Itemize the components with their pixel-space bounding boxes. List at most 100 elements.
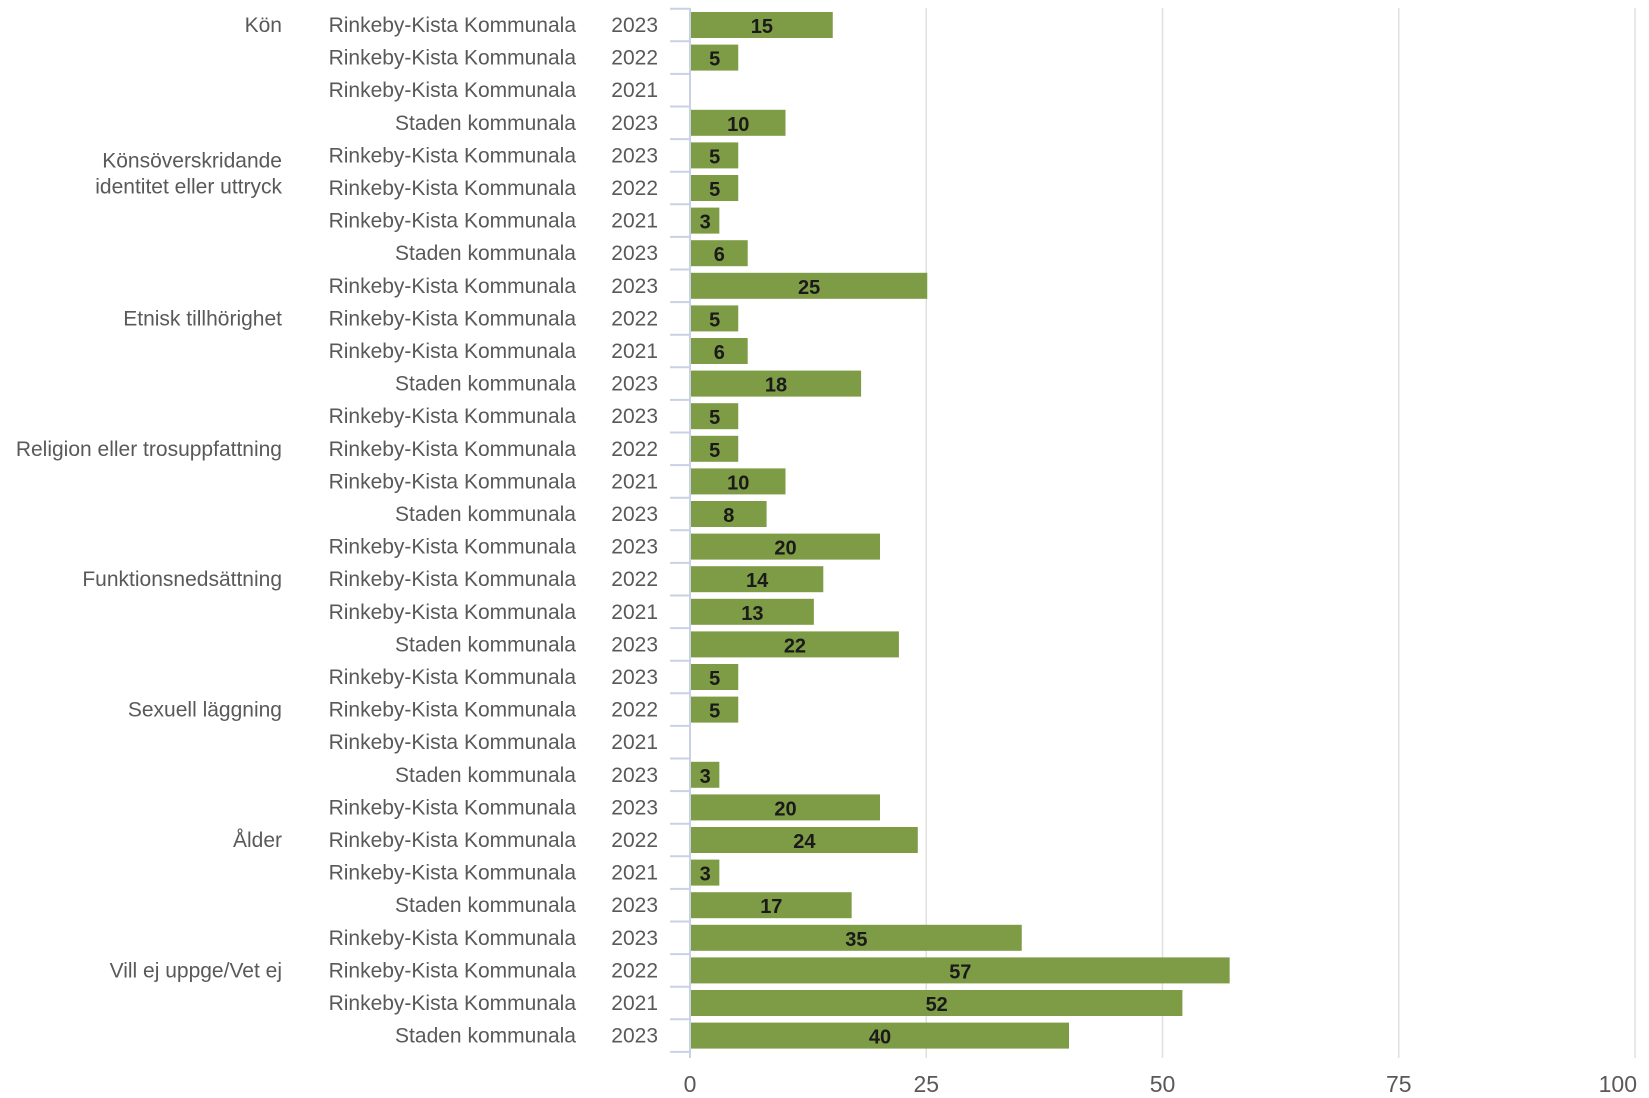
bar — [691, 240, 748, 267]
bar — [691, 435, 739, 462]
bar — [691, 468, 786, 495]
location-label: Rinkeby-Kista Kommunala — [329, 210, 577, 233]
bar — [691, 12, 833, 38]
location-label: Rinkeby-Kista Kommunala — [329, 144, 577, 167]
bar-value-label: 10 — [727, 472, 749, 494]
location-label: Rinkeby-Kista Kommunala — [329, 992, 577, 1015]
location-label: Rinkeby-Kista Kommunala — [329, 568, 577, 591]
bar-value-label: 5 — [709, 407, 720, 429]
year-label: 2022 — [611, 699, 658, 722]
location-label: Rinkeby-Kista Kommunala — [329, 177, 577, 200]
location-label: Rinkeby-Kista Kommunala — [329, 47, 577, 70]
location-label: Rinkeby-Kista Kommunala — [329, 731, 577, 754]
bar — [691, 990, 1183, 1016]
year-label: 2023 — [611, 894, 658, 917]
bar-value-label: 22 — [784, 635, 806, 657]
bar-value-label: 5 — [709, 440, 720, 462]
location-label: Rinkeby-Kista Kommunala — [329, 275, 577, 298]
group-label: Ålder — [233, 829, 282, 852]
location-label: Rinkeby-Kista Kommunala — [329, 536, 577, 559]
bar — [691, 338, 748, 364]
year-label: 2023 — [611, 275, 658, 298]
bar — [691, 142, 739, 169]
bar-value-label: 25 — [798, 277, 820, 299]
year-label: 2021 — [611, 992, 658, 1015]
bar-value-label: 5 — [709, 146, 720, 168]
bar — [691, 370, 862, 397]
bar — [691, 305, 739, 332]
location-label: Rinkeby-Kista Kommunala — [329, 405, 577, 428]
group-label: Kön — [245, 14, 282, 37]
bar — [691, 44, 739, 71]
location-label: Staden kommunala — [395, 373, 576, 396]
year-label: 2023 — [611, 666, 658, 689]
bar — [691, 794, 880, 821]
x-tick-label: 75 — [1386, 1071, 1412, 1097]
location-label: Staden kommunala — [395, 633, 576, 656]
year-label: 2023 — [611, 503, 658, 526]
location-label: Staden kommunala — [395, 764, 576, 787]
group-label: Etnisk tillhörighet — [123, 307, 282, 330]
year-label: 2021 — [611, 470, 658, 493]
bar-value-label: 5 — [709, 179, 720, 201]
location-label: Staden kommunala — [395, 242, 576, 265]
bar-value-label: 3 — [700, 212, 711, 234]
bar — [691, 175, 739, 201]
location-label: Rinkeby-Kista Kommunala — [329, 862, 577, 885]
x-tick-label: 50 — [1150, 1071, 1176, 1097]
year-label: 2023 — [611, 1025, 658, 1048]
bar — [691, 598, 814, 625]
location-label: Rinkeby-Kista Kommunala — [329, 796, 577, 819]
bar-value-label: 57 — [949, 961, 971, 983]
year-label: 2022 — [611, 568, 658, 591]
year-label: 2021 — [611, 79, 658, 102]
x-tick-label: 0 — [684, 1071, 697, 1097]
year-label: 2021 — [611, 862, 658, 885]
year-label: 2023 — [611, 112, 658, 135]
bar — [691, 696, 739, 723]
bar — [691, 1022, 1069, 1049]
bar-value-label: 5 — [709, 668, 720, 690]
bar — [691, 533, 880, 560]
group-label: Religion eller trosuppfattning — [16, 438, 282, 461]
location-label: Staden kommunala — [395, 894, 576, 917]
year-label: 2021 — [611, 601, 658, 624]
bar-value-label: 18 — [765, 375, 787, 397]
year-label: 2023 — [611, 633, 658, 656]
year-label: 2023 — [611, 764, 658, 787]
bar-value-label: 5 — [709, 309, 720, 331]
bar-value-label: 40 — [869, 1027, 891, 1049]
bar-value-label: 13 — [741, 603, 763, 625]
location-label: Rinkeby-Kista Kommunala — [329, 699, 577, 722]
location-label: Staden kommunala — [395, 112, 576, 135]
bar — [691, 924, 1022, 951]
year-label: 2021 — [611, 210, 658, 233]
group-label: Könsöverskridande — [102, 149, 282, 172]
bar — [691, 109, 786, 136]
location-label: Rinkeby-Kista Kommunala — [329, 927, 577, 950]
year-label: 2023 — [611, 536, 658, 559]
bar-value-label: 17 — [760, 896, 782, 918]
bar-value-label: 14 — [746, 570, 769, 592]
bar — [691, 631, 899, 658]
x-tick-label: 25 — [913, 1071, 939, 1097]
bar-value-label: 24 — [793, 831, 816, 853]
bar-value-label: 10 — [727, 114, 749, 136]
bar-value-label: 3 — [700, 766, 711, 788]
location-label: Rinkeby-Kista Kommunala — [329, 829, 577, 852]
bar — [691, 403, 739, 430]
bar-value-label: 5 — [709, 49, 720, 71]
bar — [691, 664, 739, 690]
year-label: 2022 — [611, 47, 658, 70]
bar — [691, 827, 918, 853]
bar-value-label: 20 — [774, 798, 796, 820]
year-label: 2021 — [611, 340, 658, 363]
location-label: Rinkeby-Kista Kommunala — [329, 666, 577, 689]
bar-value-label: 20 — [774, 538, 796, 560]
bar — [691, 761, 720, 788]
year-label: 2023 — [611, 242, 658, 265]
year-label: 2023 — [611, 927, 658, 950]
bar — [691, 566, 824, 593]
location-label: Rinkeby-Kista Kommunala — [329, 14, 577, 37]
